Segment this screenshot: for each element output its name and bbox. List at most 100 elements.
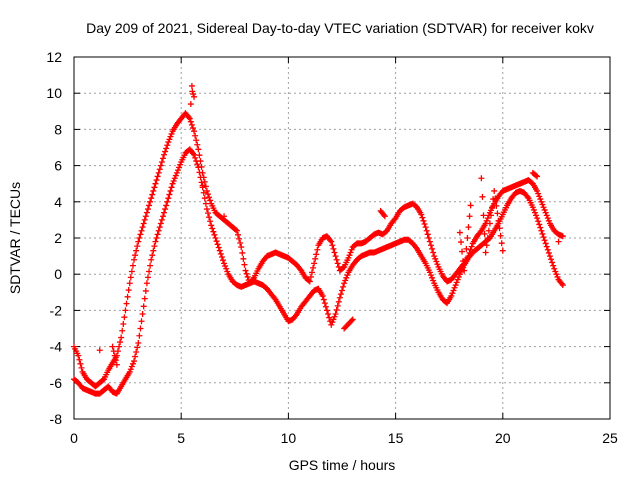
data-point xyxy=(484,215,491,222)
data-point xyxy=(217,250,224,257)
data-point xyxy=(144,206,151,213)
data-point xyxy=(134,344,141,351)
data-point xyxy=(424,231,431,238)
data-point xyxy=(109,343,116,350)
data-point xyxy=(346,252,353,259)
data-point xyxy=(491,187,498,194)
data-point xyxy=(553,271,560,278)
data-point xyxy=(308,269,315,276)
data-point xyxy=(333,256,340,263)
data-point xyxy=(168,184,175,191)
data-point xyxy=(146,268,153,275)
data-point xyxy=(161,151,168,158)
data-point xyxy=(237,239,244,246)
data-point xyxy=(112,357,119,364)
data-point xyxy=(323,307,330,314)
data-point xyxy=(131,256,138,263)
data-point xyxy=(221,260,228,267)
data-point xyxy=(535,218,542,225)
data-point xyxy=(427,272,434,279)
data-point xyxy=(452,282,459,289)
data-point xyxy=(478,175,485,182)
y-tick-label: -6 xyxy=(50,375,63,391)
data-point xyxy=(198,179,205,186)
data-point xyxy=(549,259,556,266)
data-point xyxy=(422,224,429,231)
data-point xyxy=(216,247,223,254)
data-point xyxy=(434,261,441,268)
data-point xyxy=(307,273,314,280)
data-point xyxy=(211,231,218,238)
data-point xyxy=(120,320,127,327)
data-point xyxy=(349,316,356,323)
data-point xyxy=(127,366,134,373)
data-point xyxy=(191,128,198,135)
data-point xyxy=(143,209,150,216)
y-tick-label: 10 xyxy=(46,85,62,101)
data-point xyxy=(239,249,246,256)
data-point xyxy=(129,262,136,269)
x-axis-label: GPS time / hours xyxy=(289,457,396,473)
data-point xyxy=(529,204,536,211)
data-point xyxy=(344,272,351,279)
data-point xyxy=(340,264,347,271)
data-point xyxy=(494,210,501,217)
data-point xyxy=(138,227,145,234)
data-point xyxy=(152,180,159,187)
data-point xyxy=(209,225,216,232)
data-point xyxy=(128,363,135,370)
data-point xyxy=(77,360,84,367)
data-point xyxy=(433,258,440,265)
data-point xyxy=(131,358,138,365)
data-point xyxy=(536,221,543,228)
data-point xyxy=(201,195,208,202)
gridlines xyxy=(74,57,610,419)
data-point xyxy=(347,249,354,256)
data-point xyxy=(242,267,249,274)
data-point xyxy=(189,125,196,132)
data-point xyxy=(426,238,433,245)
data-point xyxy=(480,212,487,219)
data-point xyxy=(484,235,491,241)
data-point xyxy=(193,137,200,144)
data-point xyxy=(212,235,219,241)
data-point xyxy=(152,238,159,245)
y-tick-label: 2 xyxy=(54,230,62,246)
data-point xyxy=(147,198,154,205)
data-point xyxy=(537,224,544,231)
data-point xyxy=(537,196,544,203)
y-tick-label: 0 xyxy=(54,266,62,282)
data-point xyxy=(449,290,456,297)
data-point xyxy=(541,237,548,244)
data-point xyxy=(191,151,198,158)
data-point xyxy=(138,318,145,325)
data-point xyxy=(150,187,157,194)
data-point xyxy=(451,284,458,291)
data-point xyxy=(169,180,176,187)
data-point xyxy=(450,287,457,294)
data-point xyxy=(207,197,214,204)
data-point xyxy=(161,209,168,216)
data-point xyxy=(154,173,161,180)
data-point xyxy=(166,191,173,198)
data-point xyxy=(154,231,161,238)
data-point xyxy=(140,220,147,227)
data-point xyxy=(202,200,209,207)
data-point xyxy=(197,174,204,181)
data-point xyxy=(425,235,432,241)
data-point xyxy=(162,206,169,213)
data-point xyxy=(168,130,175,137)
data-point xyxy=(499,247,506,254)
y-tick-label: -4 xyxy=(50,339,63,355)
y-tick-label: 6 xyxy=(54,158,62,174)
data-point xyxy=(199,182,206,189)
data-point xyxy=(163,202,170,209)
data-point xyxy=(116,343,123,350)
data-point xyxy=(482,249,489,256)
data-point xyxy=(215,244,222,251)
data-point xyxy=(172,172,179,179)
data-point xyxy=(479,193,486,200)
data-point xyxy=(167,133,174,140)
data-point xyxy=(126,280,133,287)
data-point xyxy=(159,155,166,162)
